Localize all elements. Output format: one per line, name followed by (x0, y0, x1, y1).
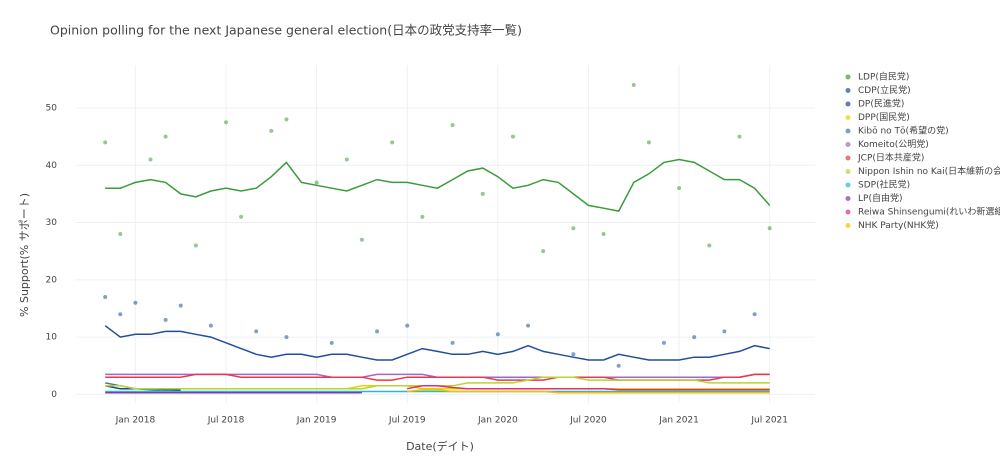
y-tick-label: 10 (46, 333, 58, 343)
trend-line (407, 385, 770, 391)
poll-point (526, 323, 531, 328)
legend-label: DPP(国民党) (858, 111, 910, 123)
poll-point (208, 323, 213, 328)
trend-line (104, 325, 770, 361)
poll-point (480, 191, 485, 196)
legend-marker (845, 209, 851, 215)
poll-point (692, 335, 697, 340)
poll-point (239, 214, 244, 219)
legend-marker (845, 169, 851, 174)
chart-title: Opinion polling for the next Japanese ge… (50, 23, 522, 38)
poll-point (752, 312, 757, 317)
y-tick-label: 50 (46, 103, 58, 113)
poll-point (284, 117, 289, 122)
y-axis-label: % Support(% サポート) (18, 193, 31, 317)
legend-marker (845, 74, 851, 80)
poll-point (314, 180, 319, 185)
poll-point (178, 303, 183, 308)
legend-marker (845, 128, 851, 134)
poll-point (344, 157, 349, 162)
legend-marker (845, 88, 851, 93)
poll-point (767, 226, 772, 231)
legend-label: Nippon Ishin no Kai(日本維新の会) (858, 165, 1000, 177)
legend-marker (845, 182, 851, 188)
x-tick-label: Jul 2021 (750, 416, 788, 426)
legend-label: Reiwa Shinsengumi(れいわ新選組) (858, 206, 1000, 218)
poll-point (133, 300, 138, 305)
poll-point (375, 329, 380, 334)
poll-point (661, 340, 666, 345)
legend-label: Komeito(公明党) (858, 138, 929, 150)
poll-point (495, 332, 500, 337)
x-tick-label: Jul 2019 (388, 416, 426, 426)
poll-point (103, 295, 108, 300)
poll-point (571, 226, 576, 231)
poll-point (118, 232, 123, 236)
poll-point (224, 120, 229, 125)
poll-point (541, 249, 546, 254)
x-tick-label: Jan 2020 (477, 416, 518, 426)
poll-point (163, 134, 168, 139)
legend-label: CDP(立民党) (858, 84, 911, 96)
trend-line (105, 376, 770, 390)
y-tick-label: 30 (46, 218, 58, 228)
poll-point (450, 123, 455, 128)
poll-point (677, 186, 682, 191)
legend-marker (845, 115, 851, 120)
poll-point (359, 237, 364, 242)
trend-line (407, 389, 770, 394)
poll-point (390, 140, 395, 145)
legend-marker (845, 223, 851, 228)
poll-point (722, 329, 727, 334)
legend-marker (845, 196, 851, 201)
poll-point (510, 134, 515, 139)
legend-label: DP(民進党) (858, 98, 904, 110)
x-tick-label: Jul 2020 (569, 416, 607, 426)
legend-marker (845, 101, 851, 107)
x-tick-label: Jul 2018 (207, 416, 245, 426)
poll-point (420, 214, 425, 219)
legend-label: NHK Party(NHK党) (858, 219, 939, 231)
legend-marker (845, 142, 851, 147)
poll-point (284, 335, 289, 340)
poll-point (616, 363, 621, 368)
x-axis-label: Date(デイト) (406, 439, 474, 453)
poll-point (118, 312, 123, 317)
x-tick-label: Jan 2018 (115, 416, 156, 426)
poll-point (450, 340, 455, 345)
y-tick-label: 20 (46, 275, 58, 285)
legend-marker (845, 155, 851, 161)
x-tick-label: Jan 2021 (658, 416, 699, 426)
poll-point (707, 243, 712, 248)
legend-label: LP(自由党) (858, 192, 902, 204)
poll-point (571, 352, 576, 357)
poll-point (193, 243, 198, 248)
legend-label: LDP(自民党) (858, 71, 909, 83)
poll-point (148, 157, 153, 162)
poll-point (601, 232, 606, 236)
trend-line (105, 158, 771, 212)
y-tick-label: 40 (46, 161, 58, 171)
poll-point (405, 323, 410, 328)
poll-point (103, 140, 108, 145)
poll-point (269, 128, 274, 133)
poll-point (163, 317, 168, 322)
legend-label: Kibō no Tō(希望の党) (858, 125, 949, 137)
y-tick-label: 0 (51, 390, 57, 400)
legend-label: SDP(社民党) (858, 179, 910, 191)
poll-point (254, 329, 259, 334)
poll-point (646, 140, 651, 145)
x-tick-label: Jan 2019 (296, 416, 337, 426)
poll-point (737, 134, 742, 139)
poll-point (329, 340, 334, 345)
poll-point (631, 83, 636, 88)
legend-label: JCP(日本共産党) (857, 152, 924, 164)
